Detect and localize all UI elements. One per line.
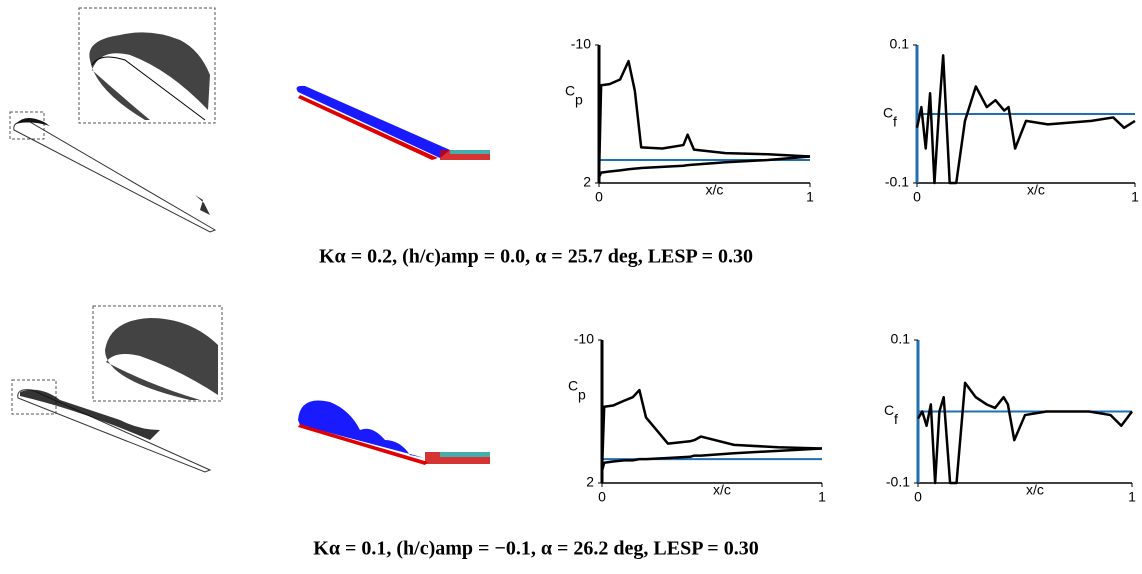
vorticity-image [11,305,223,473]
x-axis-label: x/c [1026,482,1044,498]
x-axis-label: x/c [706,182,724,198]
y-tick-label: -0.1 [885,174,909,190]
x-tick-label: 0 [914,489,922,505]
y-axis-label: C [565,83,575,99]
pressure-image [298,400,490,465]
y-tick-label: 0.1 [891,331,911,347]
curve [597,59,811,178]
x-tick-label: 0 [913,189,921,205]
y-tick-label: -10 [574,331,594,347]
y-tick-label: -10 [571,36,591,52]
curve [597,155,811,178]
caption: Kα = 0.2, (h/c)amp = 0.0, α = 25.7 deg, … [319,246,753,268]
x-axis-label: x/c [713,482,731,498]
x-tick-label: 1 [806,189,814,205]
y-axis-label-sub: f [893,114,897,130]
y-tick-label: -0.1 [886,474,910,490]
vorticity-image [9,7,217,233]
curve [915,54,1136,185]
x-tick-label: 1 [818,489,826,505]
x-tick-label: 1 [1131,189,1139,205]
y-axis-label: C [568,378,578,394]
x-tick-label: 0 [598,489,606,505]
y-axis-label-sub: p [578,387,586,403]
y-tick-label: 2 [586,474,594,490]
curve [600,388,823,472]
curve [600,447,823,472]
y-tick-label: 0.1 [890,36,910,52]
y-axis-label-sub: f [894,411,898,427]
curve [916,381,1134,485]
y-axis-label: C [884,402,894,418]
caption: Kα = 0.1, (h/c)amp = −0.1, α = 26.2 deg,… [313,538,758,560]
x-axis-label: x/c [1027,182,1045,198]
y-axis-label-sub: p [575,92,583,108]
pressure-image [296,85,490,160]
x-tick-label: 0 [595,189,603,205]
y-tick-label: 2 [583,174,591,190]
y-axis-label: C [883,105,893,121]
x-tick-label: 1 [1128,489,1136,505]
